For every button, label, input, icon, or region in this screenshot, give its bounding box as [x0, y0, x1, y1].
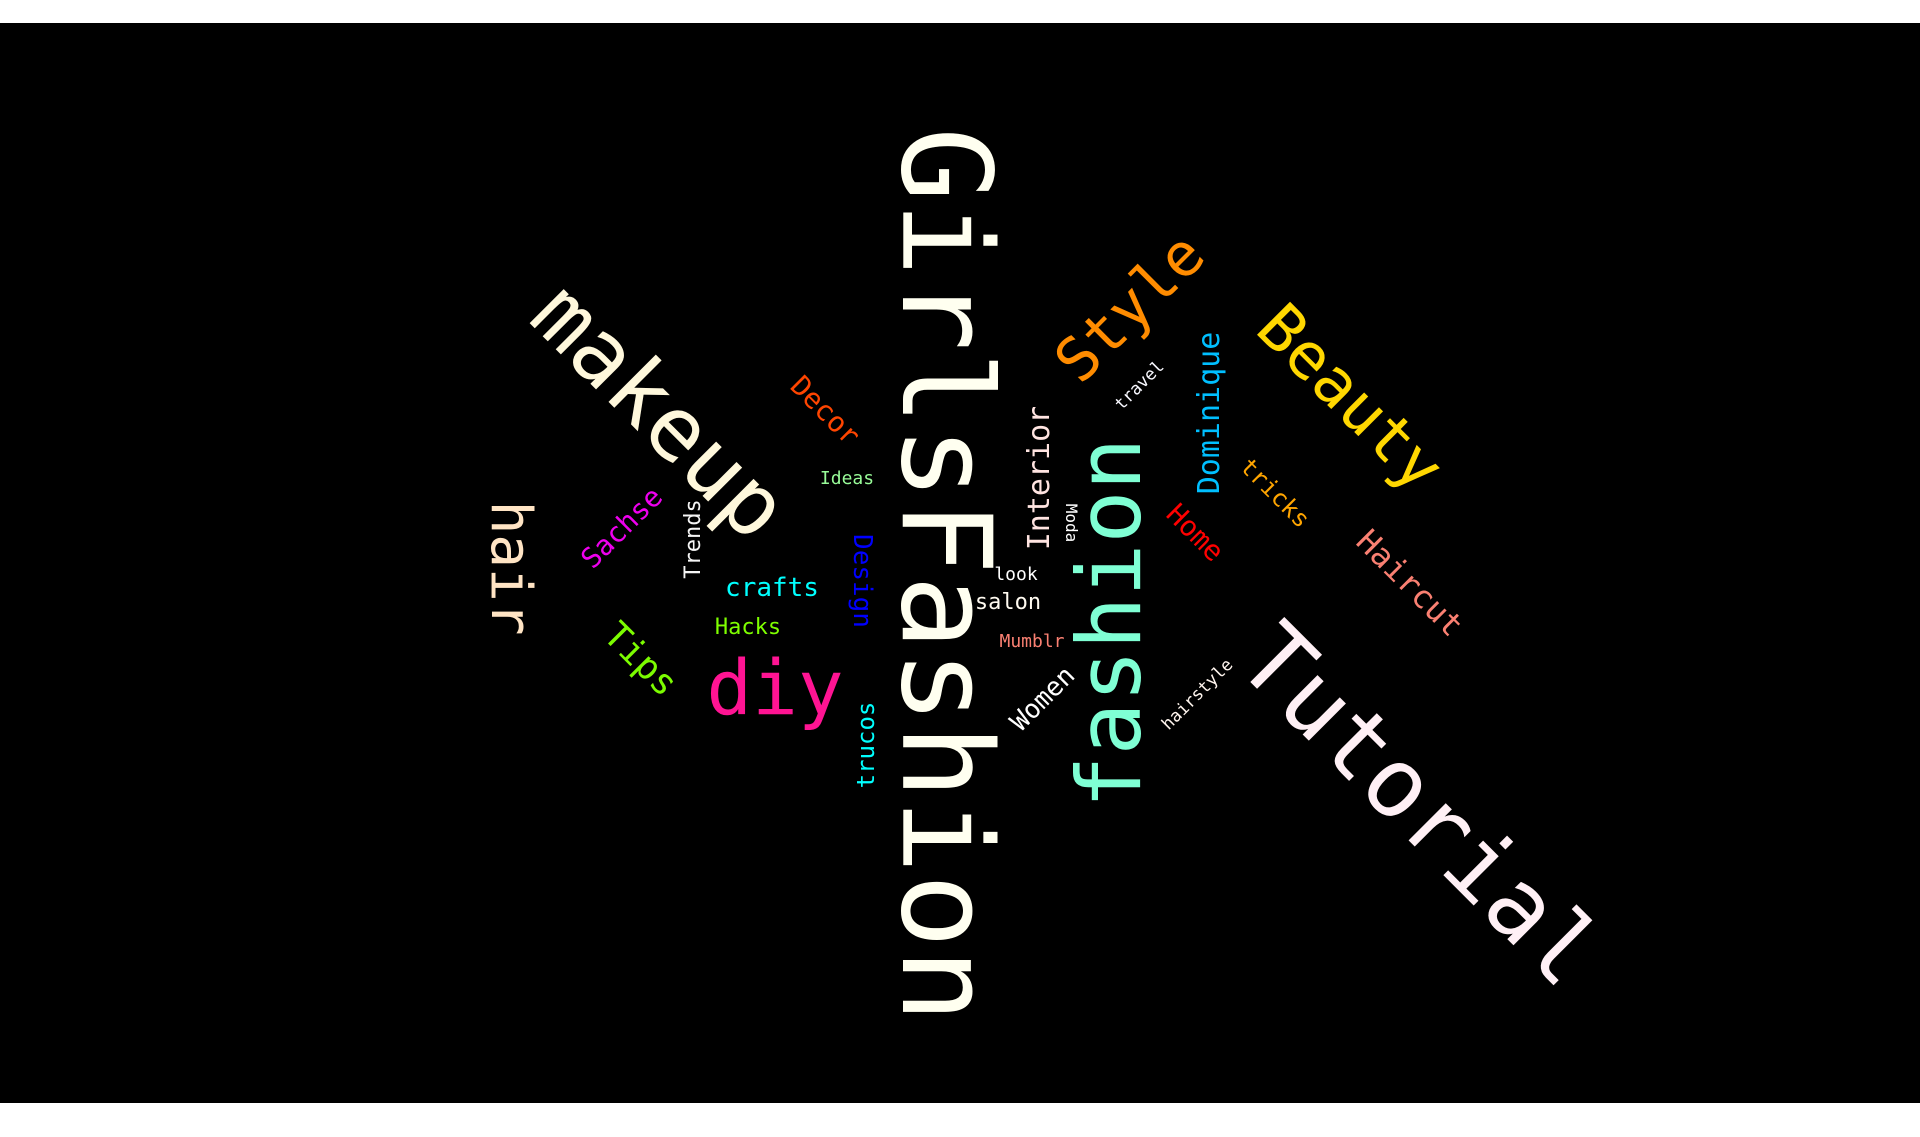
word-haircut: Haircut [1348, 521, 1472, 645]
word-look: look [994, 564, 1038, 585]
word-home: Home [1159, 497, 1231, 569]
word-decor: Decor [783, 369, 867, 453]
word-hair: hair [478, 500, 543, 636]
word-sachse: Sachse [574, 480, 670, 576]
word-ideas: Ideas [819, 468, 875, 489]
word-fashion: fashion [1058, 437, 1161, 809]
word-girlsfashion: GirlsFashion [873, 127, 1017, 1023]
word-salon: salon [974, 590, 1042, 615]
word-moda: Moda [1062, 503, 1081, 543]
word-design: Design [847, 534, 877, 628]
word-hairstyle: hairstyle [1158, 655, 1238, 735]
word-tips: Tips [595, 614, 686, 705]
word-trucos: trucos [852, 701, 880, 789]
word-cloud: GirlsFashion Tutorial makeup fashion Bea… [0, 23, 1920, 1103]
word-interior: Interior [1022, 405, 1057, 551]
word-diy: diy [706, 643, 844, 732]
word-crafts: crafts [725, 573, 819, 603]
word-hacks: Hacks [714, 615, 782, 640]
word-tricks: tricks [1234, 452, 1316, 534]
word-trends: Trends [681, 499, 706, 579]
word-beauty: Beauty [1242, 290, 1458, 506]
word-tutorial: Tutorial [1216, 601, 1624, 1009]
word-dominique: Dominique [1192, 331, 1227, 495]
word-style: Style [1041, 219, 1219, 397]
word-mumblr: Mumblr [999, 631, 1065, 652]
